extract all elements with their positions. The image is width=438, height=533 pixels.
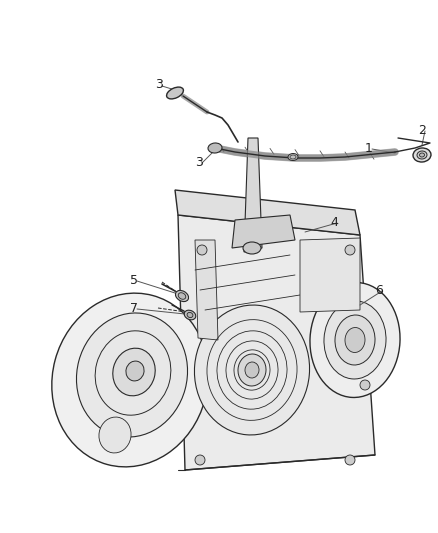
Ellipse shape [99,417,131,453]
Text: 1: 1 [365,141,373,155]
Ellipse shape [245,362,259,378]
Text: 5: 5 [130,273,138,287]
Polygon shape [300,238,360,312]
Ellipse shape [413,148,431,162]
Ellipse shape [345,245,355,255]
Ellipse shape [335,315,375,365]
Ellipse shape [324,301,386,379]
Ellipse shape [238,354,266,386]
Ellipse shape [195,455,205,465]
Ellipse shape [126,361,144,381]
Ellipse shape [208,143,222,153]
Polygon shape [175,190,360,235]
Ellipse shape [417,151,427,159]
Polygon shape [232,215,295,248]
Ellipse shape [113,348,155,396]
Polygon shape [244,138,262,252]
Ellipse shape [178,293,186,299]
Ellipse shape [243,242,261,254]
Ellipse shape [345,327,365,352]
Ellipse shape [77,313,187,437]
Ellipse shape [345,455,355,465]
Polygon shape [178,215,375,470]
Ellipse shape [360,380,370,390]
Ellipse shape [184,310,196,320]
Text: 4: 4 [330,215,338,229]
Text: 7: 7 [130,302,138,314]
Ellipse shape [187,312,193,318]
Ellipse shape [166,87,184,99]
Ellipse shape [52,293,208,467]
Text: 2: 2 [418,124,426,136]
Ellipse shape [288,154,298,160]
Ellipse shape [310,282,400,398]
Ellipse shape [176,290,188,302]
Ellipse shape [420,153,424,157]
Text: 3: 3 [155,78,163,92]
Ellipse shape [194,305,310,435]
Ellipse shape [197,245,207,255]
Text: 6: 6 [375,284,383,296]
Text: 3: 3 [195,156,203,168]
Polygon shape [195,240,218,340]
